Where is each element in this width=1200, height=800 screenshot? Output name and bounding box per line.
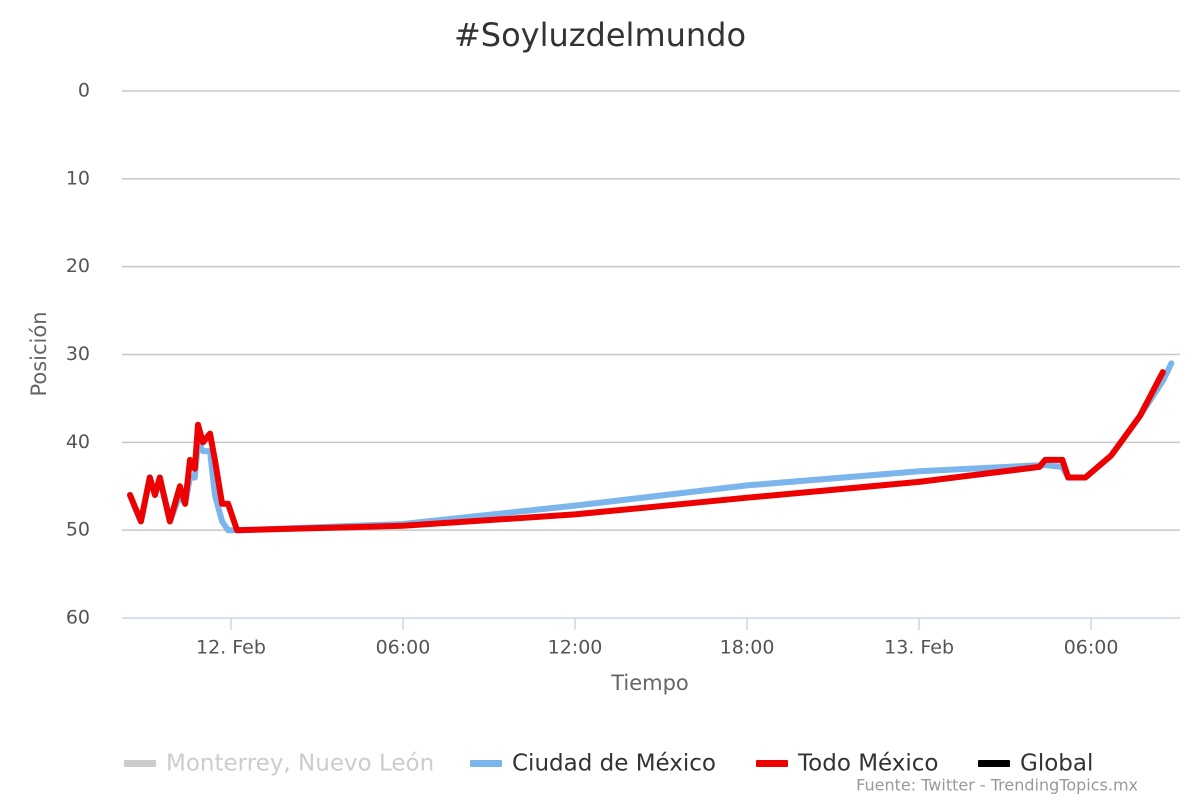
x-tick-label: 06:00 <box>376 637 431 659</box>
y-tick-label: 30 <box>66 343 90 365</box>
x-tick-label: 13. Feb <box>884 637 954 659</box>
legend-label[interactable]: Ciudad de México <box>512 751 716 777</box>
y-tick-label: 40 <box>66 431 90 453</box>
legend-label[interactable]: Global <box>1020 751 1093 777</box>
legend-label[interactable]: Monterrey, Nuevo León <box>166 751 434 777</box>
legend-swatch[interactable] <box>756 760 788 767</box>
chart-title: #Soyluzdelmundo <box>454 16 746 54</box>
x-tick-label: 06:00 <box>1064 637 1119 659</box>
y-tick-label: 0 <box>78 80 90 102</box>
series-line <box>127 369 1166 534</box>
legend-label[interactable]: Todo México <box>797 751 939 777</box>
legend-swatch[interactable] <box>978 760 1010 767</box>
x-tick-label: 18:00 <box>720 637 775 659</box>
legend-swatch[interactable] <box>124 760 156 767</box>
source-note: Fuente: Twitter - TrendingTopics.mx <box>856 776 1138 795</box>
y-tick-label: 10 <box>66 167 90 189</box>
y-tick-label: 20 <box>66 255 90 277</box>
x-tick-label: 12:00 <box>548 637 603 659</box>
x-tick-label: 12. Feb <box>196 637 266 659</box>
legend-swatch[interactable] <box>470 760 502 767</box>
y-tick-label: 50 <box>66 519 90 541</box>
y-tick-label: 60 <box>66 607 90 629</box>
x-axis-title: Tiempo <box>610 671 689 695</box>
y-axis-title: Posición <box>27 311 51 396</box>
